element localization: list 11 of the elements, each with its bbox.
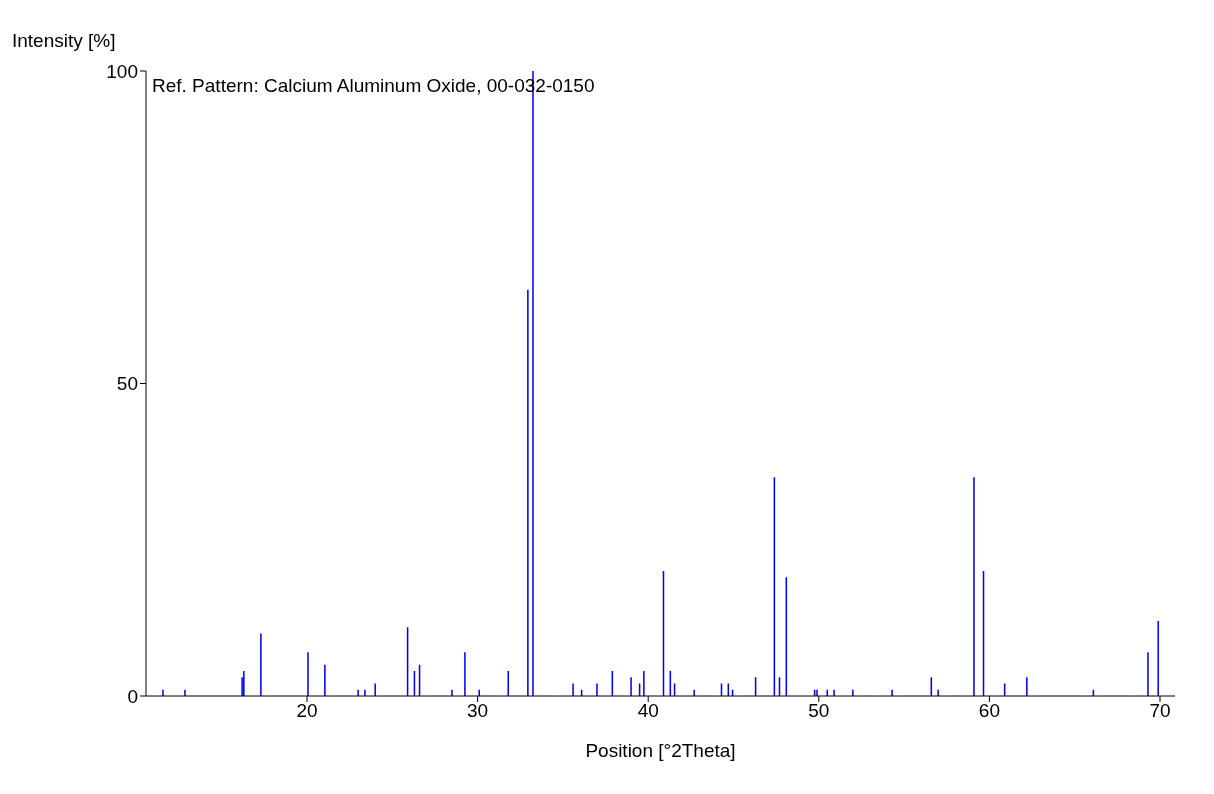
x-tick-label: 30 [467,700,489,722]
x-tick-label: 20 [296,700,318,722]
x-tick-label: 70 [1149,700,1171,722]
y-axis-title: Intensity [%] [12,30,116,52]
y-tick-label: 50 [116,373,138,395]
x-tick-label: 50 [808,700,830,722]
y-tick-label: 100 [106,60,138,82]
y-tick-label: 0 [127,685,138,707]
x-axis-title: Position [°2Theta] [585,740,736,762]
x-tick-label: 40 [637,700,659,722]
x-tick-label: 60 [978,700,1000,722]
